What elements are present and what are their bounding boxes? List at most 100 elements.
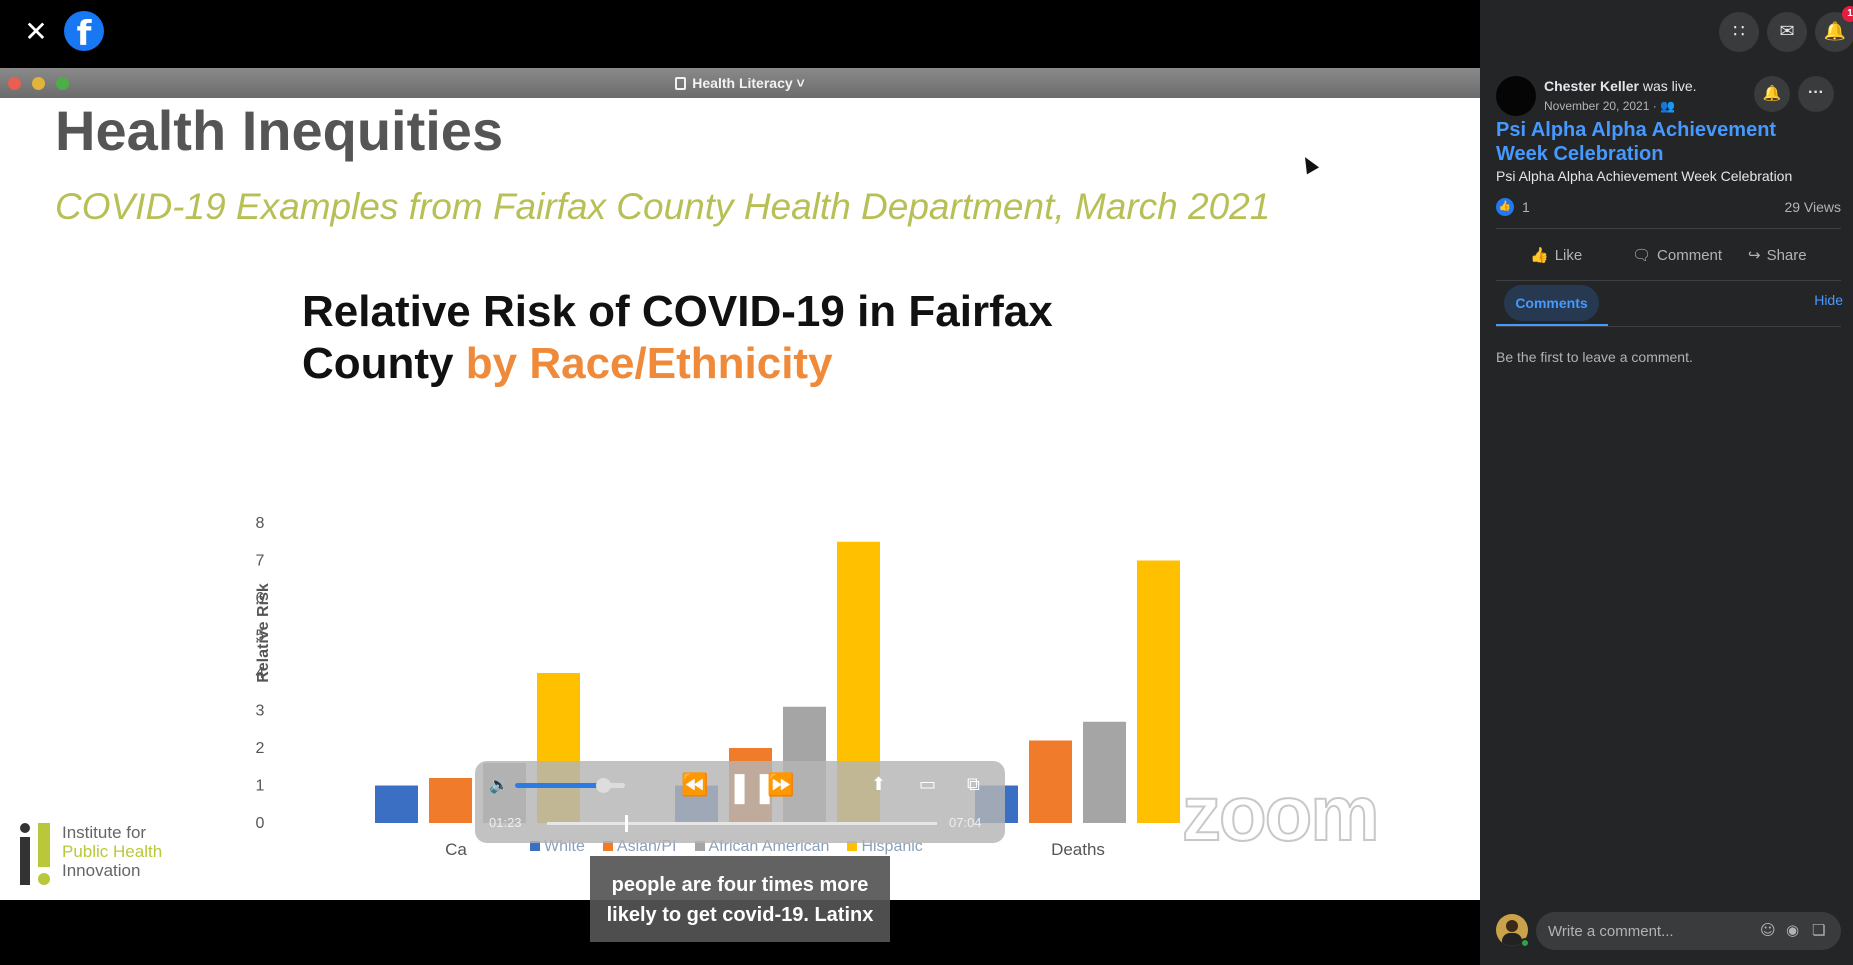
chart-title: Relative Risk of COVID-19 in Fairfax Cou… [302, 286, 1053, 390]
bar-hispanic-2 [1137, 560, 1180, 823]
bar-white-0 [375, 785, 418, 823]
progress-scrubber-knob[interactable] [625, 815, 628, 832]
window-minimize-dot [32, 77, 45, 90]
airplay-icon[interactable]: ▭ [919, 774, 937, 795]
shared-screen-slide[interactable]: Health Literacy ˅ Health Inequities COVI… [0, 68, 1480, 900]
comment-composer: ☺ ◉ ❏ [1496, 912, 1841, 950]
bell-icon[interactable]: 🔔 [1754, 76, 1790, 112]
comment-input[interactable] [1536, 912, 1841, 950]
hide-comments-link[interactable]: Hide [1814, 292, 1843, 308]
header-actions: ∷ ✉ 🔔 1 [1480, 0, 1853, 62]
y-tick-label: 2 [256, 740, 265, 757]
rewind-button[interactable]: ⏪ [681, 773, 709, 798]
chart-title-line2: County [302, 339, 466, 388]
post-sidebar: ∷ ✉ 🔔 1 Chester Keller was live. Novembe… [1480, 0, 1853, 965]
thumbs-up-icon: 👍 [1530, 246, 1549, 264]
window-zoom-dot [56, 77, 69, 90]
document-icon [675, 77, 687, 90]
camera-icon[interactable]: ◉ [1786, 921, 1800, 939]
comment-bubble-icon: 🗨 [1632, 246, 1652, 264]
window-title: Health Literacy ˅ [0, 75, 1480, 91]
institute-logo-mark [16, 823, 56, 887]
divider [1496, 326, 1841, 327]
volume-slider-fill [515, 783, 603, 788]
caption-line-1: people are four times more [611, 874, 869, 896]
caption-line-2: likely to get covid-19. Latinx [606, 904, 874, 926]
notification-badge: 1 [1842, 6, 1853, 22]
zoom-watermark: zoom [1181, 768, 1381, 858]
bar-african-american-2 [1083, 721, 1126, 823]
picture-in-picture-icon[interactable]: ⧉ [967, 774, 980, 795]
share-icon[interactable]: ⬆ [871, 774, 887, 795]
y-tick-label: 3 [256, 703, 265, 720]
bar-asian-pi-0 [429, 778, 472, 823]
apps-grid-icon[interactable]: ∷ [1719, 12, 1759, 52]
like-reaction-icon: 👍 [1496, 198, 1514, 216]
closed-caption: people are four times more likely to get… [590, 856, 890, 942]
share-button[interactable]: ↪ Share [1748, 240, 1807, 270]
window-close-dot [8, 77, 21, 90]
legend-swatch [847, 841, 858, 851]
empty-comments-message: Be the first to leave a comment. [1496, 349, 1693, 365]
y-tick-label: 1 [256, 778, 265, 795]
post-description: Psi Alpha Alpha Achievement Week Celebra… [1496, 168, 1793, 184]
author-line: Chester Keller was live. [1544, 78, 1697, 94]
y-tick-label: 4 [256, 665, 265, 682]
close-icon[interactable]: ✕ [24, 16, 48, 47]
emoji-icon[interactable]: ☺ [1760, 921, 1776, 939]
messenger-icon[interactable]: ✉ [1767, 12, 1807, 52]
volume-slider-knob[interactable] [596, 778, 611, 793]
facebook-logo[interactable]: f [64, 11, 104, 51]
bar-asian-pi-2 [1029, 740, 1072, 823]
current-time: 01:23 [489, 815, 522, 830]
fast-forward-button[interactable]: ⏩ [767, 773, 795, 798]
relative-risk-bar-chart: Relative Risk 0 1 2 3 4 5 6 7 8 Ca Deaths [255, 515, 1180, 859]
y-tick-label: 7 [256, 553, 265, 570]
my-avatar[interactable] [1496, 914, 1528, 946]
progress-scrubber[interactable] [547, 815, 937, 832]
institute-logo-text: Institute for Public Health Innovation [62, 823, 163, 880]
divider [1496, 228, 1841, 229]
legend-swatch [530, 841, 540, 851]
slide-title: Health Inequities [55, 99, 504, 162]
post-date[interactable]: November 20, 2021 · 👥 [1544, 99, 1676, 113]
pause-button[interactable]: ❚❚ [727, 770, 778, 805]
y-tick-label: 6 [256, 590, 265, 607]
divider [1496, 280, 1841, 281]
post-title[interactable]: Psi Alpha Alpha Achievement Week Celebra… [1496, 119, 1777, 165]
share-arrow-icon: ↪ [1748, 246, 1761, 264]
mouse-cursor [1298, 153, 1320, 175]
legend-swatch [694, 841, 705, 851]
notifications-icon[interactable]: 🔔 [1815, 12, 1853, 52]
y-tick-label: 8 [256, 515, 265, 532]
y-axis-label: Relative Risk [255, 583, 272, 683]
more-options-icon[interactable]: ··· [1798, 76, 1834, 112]
video-viewer: ✕ f Health Literacy ˅ Health Inequities … [0, 0, 1480, 942]
volume-icon[interactable]: 🔉 [489, 777, 509, 794]
window-titlebar: Health Literacy ˅ [0, 68, 1480, 98]
comment-button[interactable]: 🗨 Comment [1632, 240, 1722, 270]
online-status-dot [1520, 938, 1530, 948]
like-button[interactable]: 👍 Like [1530, 240, 1582, 270]
sticker-icon[interactable]: ❏ [1812, 921, 1826, 939]
author-avatar[interactable] [1496, 76, 1536, 116]
chart-title-accent: by Race/Ethnicity [465, 339, 833, 388]
volume-slider[interactable] [515, 778, 625, 793]
y-tick-label: 5 [256, 628, 265, 645]
views-count: 29 Views [1784, 199, 1841, 215]
video-player-controls: 🔉 ⏪ ❚❚ ⏩ ⬆ ▭ ⧉ 01:23 07:04 [475, 761, 1005, 843]
legend-swatch [602, 841, 613, 851]
y-tick-label: 0 [256, 815, 265, 832]
author-status: was live. [1638, 78, 1697, 94]
chart-title-line1: Relative Risk of COVID-19 in Fairfax [302, 287, 1053, 336]
x-category-label: Deaths [1051, 840, 1105, 859]
viewer-top-bar: ✕ f [0, 0, 1480, 66]
institute-logo: Institute for Public Health Innovation [16, 823, 216, 893]
like-count[interactable]: 1 [1522, 199, 1530, 215]
tab-comments[interactable]: Comments [1504, 285, 1599, 321]
author-name[interactable]: Chester Keller [1544, 78, 1639, 94]
tab-comments-underline [1496, 324, 1608, 327]
total-time: 07:04 [949, 815, 982, 830]
x-category-label: Ca [445, 840, 467, 859]
slide-subtitle: COVID-19 Examples from Fairfax County He… [55, 186, 1271, 227]
